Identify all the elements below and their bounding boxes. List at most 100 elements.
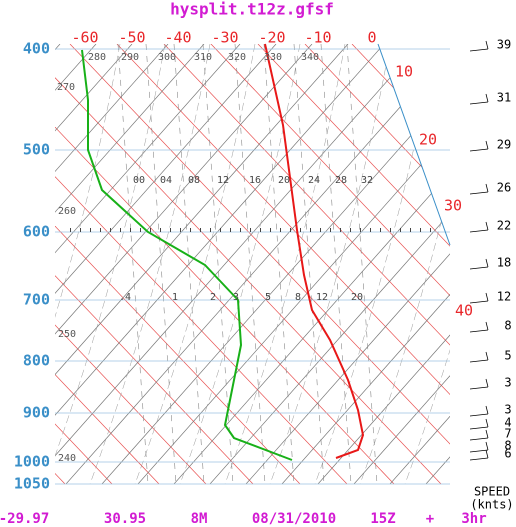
dry-adiabat	[55, 44, 277, 484]
label: -40	[164, 29, 191, 47]
label: 5	[265, 292, 271, 303]
barb-staff	[469, 229, 489, 233]
label: 1	[172, 292, 178, 303]
barb-staff	[469, 457, 489, 461]
label: 04	[160, 175, 172, 186]
label: 400	[23, 40, 50, 58]
label: 320	[228, 52, 246, 63]
label: 00	[133, 175, 145, 186]
label: 3	[233, 292, 239, 303]
moist-adiabat	[55, 44, 166, 484]
isotherm	[163, 44, 450, 484]
label: 270	[57, 82, 75, 93]
label: 8	[295, 292, 301, 303]
mixing-ratio-line	[346, 44, 378, 484]
label: 900	[23, 404, 50, 422]
moist-adiabat	[179, 44, 301, 484]
mixing-ratio-line	[173, 44, 205, 484]
dry-adiabat	[209, 44, 450, 484]
label: 3	[504, 403, 511, 417]
label: 310	[194, 52, 212, 63]
barb-staff	[469, 426, 489, 430]
label: 700	[23, 291, 50, 309]
label: SPEED	[474, 485, 510, 499]
barb-flag	[485, 221, 489, 231]
label: 1050	[14, 475, 50, 493]
label: -10	[304, 29, 331, 47]
barb-flag	[485, 140, 489, 150]
barb-staff	[469, 300, 489, 304]
barb-flag	[485, 183, 489, 193]
dry-adiabat	[173, 44, 450, 484]
wind-barbs	[469, 40, 489, 461]
label: 0	[367, 29, 376, 47]
label: (knts)	[470, 498, 513, 512]
barb-flag	[485, 429, 489, 439]
barb-staff	[469, 437, 489, 441]
dry-adiabat	[317, 44, 450, 484]
label: 08/31/2010	[252, 511, 336, 527]
label: 10	[395, 63, 413, 81]
label: -30	[211, 29, 238, 47]
label: 800	[23, 352, 50, 370]
mixing-ratio-line	[293, 44, 325, 484]
moist-adiabat	[55, 44, 121, 484]
label: 240	[58, 453, 76, 464]
label: -20	[258, 29, 285, 47]
mixing-ratio-line	[145, 44, 177, 484]
moist-adiabat	[134, 44, 256, 484]
label: 22	[497, 219, 511, 233]
barb-staff	[469, 386, 489, 390]
label: 28	[335, 175, 347, 186]
dry-adiabat	[55, 44, 241, 484]
dry-adiabat	[137, 44, 450, 484]
label: 16	[249, 175, 261, 186]
isotherm	[55, 44, 442, 484]
barb-flag	[485, 351, 489, 361]
label: -60	[71, 29, 98, 47]
label: 300	[158, 52, 176, 63]
label: 340	[301, 52, 319, 63]
mixing-ratio-line	[320, 44, 352, 484]
label: 12	[217, 175, 229, 186]
label: 5	[504, 349, 511, 363]
label: +	[426, 511, 434, 527]
dry-adiabat	[353, 44, 450, 484]
barb-staff	[469, 266, 489, 270]
label: 08	[188, 175, 200, 186]
label: 30	[444, 197, 462, 215]
temperature-profile	[264, 43, 365, 459]
dry-adiabat	[245, 44, 450, 484]
mixing-ratio-line	[117, 44, 149, 484]
barb-staff	[469, 413, 489, 417]
moist-adiabat	[89, 44, 211, 484]
label: 4	[504, 416, 511, 430]
barb-staff	[469, 329, 489, 333]
label: 20	[278, 175, 290, 186]
label: 31	[497, 91, 511, 105]
isotherm	[55, 44, 160, 484]
dewpoint-profile	[81, 49, 293, 461]
dry-adiabat	[281, 44, 450, 484]
dry-adiabat	[55, 44, 421, 484]
label: 6	[504, 447, 511, 461]
label: -50	[118, 29, 145, 47]
label: 40	[455, 302, 473, 320]
barb-staff	[469, 101, 489, 105]
label: 32	[361, 175, 373, 186]
label: 260	[58, 206, 76, 217]
mixing-ratio-line	[234, 44, 266, 484]
label: 290	[121, 52, 139, 63]
label: 8	[504, 319, 511, 333]
label: 29	[497, 138, 511, 152]
label: 7	[504, 427, 511, 441]
barb-flag	[485, 418, 489, 428]
dry-adiabat	[55, 44, 349, 484]
dry-adiabat	[55, 44, 313, 484]
label: 12	[316, 292, 328, 303]
label: 250	[58, 329, 76, 340]
label: 1000	[14, 453, 50, 471]
barb-flag	[485, 321, 489, 331]
